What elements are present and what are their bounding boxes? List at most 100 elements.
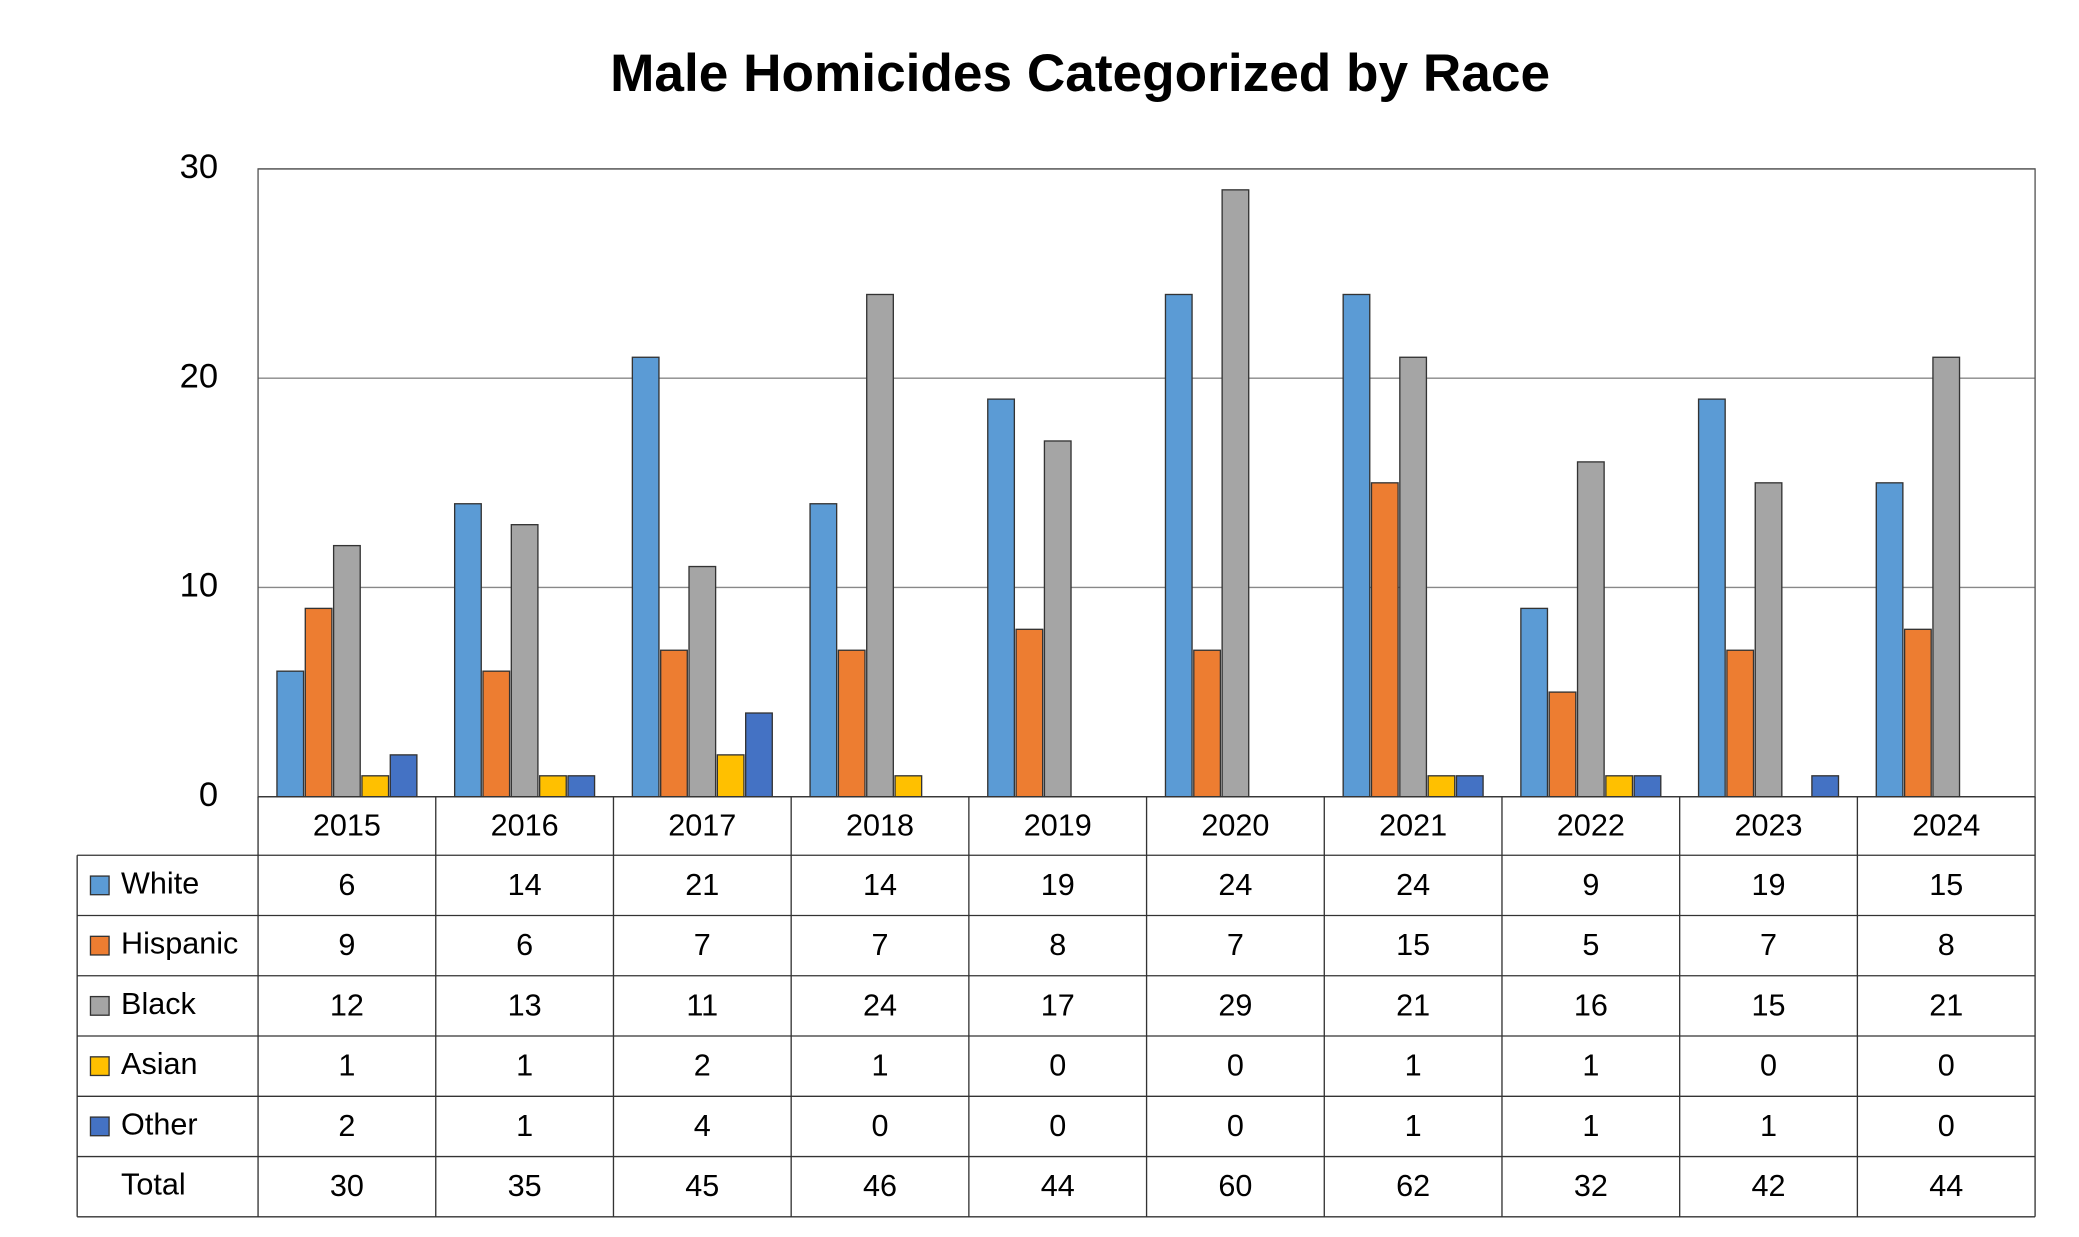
table-total: 62 <box>1396 1169 1430 1203</box>
table-value: 0 <box>1227 1109 1244 1143</box>
table-value: 19 <box>1041 868 1075 902</box>
table-value: 12 <box>330 988 364 1022</box>
y-tick-label: 30 <box>180 148 218 186</box>
table-value: 15 <box>1396 928 1430 962</box>
bar <box>567 775 596 798</box>
table-value: 13 <box>508 988 542 1022</box>
table-value: 0 <box>1760 1049 1777 1083</box>
bar <box>1015 628 1044 798</box>
bar <box>276 670 305 798</box>
table-value: 11 <box>686 988 718 1022</box>
y-tick-label: 20 <box>180 357 218 395</box>
chart-title: Male Homicides Categorized by Race <box>610 44 1550 103</box>
bar <box>389 754 418 798</box>
table-value: 6 <box>516 928 533 962</box>
table-total: 45 <box>685 1169 719 1203</box>
legend-swatch <box>89 935 110 956</box>
table-total: 60 <box>1218 1169 1252 1203</box>
x-tick-label: 2015 <box>313 808 381 842</box>
bar <box>716 754 745 798</box>
bar <box>866 293 894 798</box>
bar <box>745 712 773 798</box>
table-total: 30 <box>330 1169 364 1203</box>
legend-swatch <box>89 995 110 1016</box>
legend-label: Asian <box>121 1047 198 1081</box>
bar <box>1903 628 1932 798</box>
table-value: 1 <box>516 1109 533 1143</box>
table-value: 0 <box>872 1109 889 1143</box>
table-total: 46 <box>863 1169 897 1203</box>
table-value: 21 <box>1396 988 1430 1022</box>
legend-swatch <box>89 1056 110 1077</box>
bar <box>1754 482 1783 798</box>
bar <box>1576 461 1605 798</box>
table-value: 1 <box>516 1049 533 1083</box>
table-value: 0 <box>1938 1049 1955 1083</box>
bar <box>1455 775 1484 798</box>
table-value: 1 <box>338 1049 355 1083</box>
table-value: 21 <box>685 868 719 902</box>
x-tick-label: 2017 <box>668 808 736 842</box>
table-value: 1 <box>1582 1049 1599 1083</box>
table-value: 19 <box>1752 868 1786 902</box>
bar <box>538 775 567 798</box>
legend-swatch <box>89 1116 110 1137</box>
bar <box>631 356 660 798</box>
table-value: 0 <box>1227 1049 1244 1083</box>
x-tick-label: 2019 <box>1024 808 1092 842</box>
table-total: 32 <box>1574 1169 1608 1203</box>
bar <box>1043 440 1072 798</box>
bar <box>1726 649 1755 798</box>
y-tick-label: 0 <box>199 776 218 814</box>
bar <box>1427 775 1456 798</box>
table-total: 44 <box>1041 1169 1075 1203</box>
x-tick-label: 2020 <box>1201 808 1269 842</box>
total-label: Total <box>121 1168 186 1202</box>
bar <box>1932 356 1961 798</box>
table-value: 15 <box>1929 868 1963 902</box>
bar <box>688 565 717 798</box>
bar <box>1548 691 1577 798</box>
bar <box>1811 775 1840 798</box>
table-value: 2 <box>338 1109 355 1143</box>
table-value: 14 <box>863 868 897 902</box>
x-tick-label: 2018 <box>846 808 914 842</box>
table-value: 7 <box>1760 928 1777 962</box>
table-total: 35 <box>508 1169 542 1203</box>
x-tick-label: 2016 <box>491 808 559 842</box>
table-value: 7 <box>872 928 889 962</box>
bar <box>809 503 838 798</box>
table-total: 44 <box>1929 1169 1963 1203</box>
table-total: 42 <box>1752 1169 1786 1203</box>
table-value: 1 <box>1582 1109 1599 1143</box>
x-tick-label: 2022 <box>1557 808 1625 842</box>
bar <box>1342 293 1371 798</box>
x-tick-label: 2021 <box>1379 808 1447 842</box>
table-value: 16 <box>1574 988 1608 1022</box>
bar <box>894 775 923 798</box>
bar <box>304 607 333 798</box>
bar <box>1875 482 1904 798</box>
bar <box>482 670 511 798</box>
bar <box>987 398 1016 798</box>
bar <box>1520 607 1549 798</box>
table-value: 15 <box>1752 988 1786 1022</box>
legend-label: Black <box>121 987 196 1021</box>
bar <box>1399 356 1428 798</box>
legend-swatch <box>89 875 110 896</box>
table-value: 8 <box>1938 928 1955 962</box>
y-tick-label: 10 <box>180 567 218 605</box>
bar <box>837 649 866 798</box>
bar <box>1221 189 1250 798</box>
table-value: 1 <box>1760 1109 1777 1143</box>
table-value: 0 <box>1049 1049 1066 1083</box>
table-value: 1 <box>1405 1049 1422 1083</box>
table-value: 7 <box>694 928 711 962</box>
bar <box>453 503 482 798</box>
table-value: 9 <box>1582 868 1599 902</box>
table-value: 1 <box>872 1049 889 1083</box>
table-value: 5 <box>1582 928 1599 962</box>
legend-label: Hispanic <box>121 927 238 961</box>
